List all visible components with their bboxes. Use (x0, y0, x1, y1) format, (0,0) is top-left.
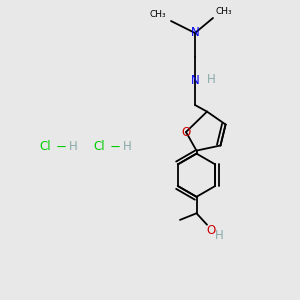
Text: N: N (190, 26, 200, 40)
Text: N: N (190, 74, 200, 88)
Text: H: H (69, 140, 78, 154)
Text: H: H (206, 73, 215, 86)
Text: Cl: Cl (93, 140, 105, 154)
Text: CH₃: CH₃ (216, 8, 232, 16)
Text: Cl: Cl (39, 140, 51, 154)
Text: O: O (182, 125, 190, 139)
Text: O: O (206, 224, 215, 237)
Text: H: H (123, 140, 132, 154)
Text: CH₃: CH₃ (150, 10, 166, 19)
Text: −: − (56, 140, 67, 154)
Text: −: − (110, 140, 121, 154)
Text: H: H (214, 229, 224, 242)
